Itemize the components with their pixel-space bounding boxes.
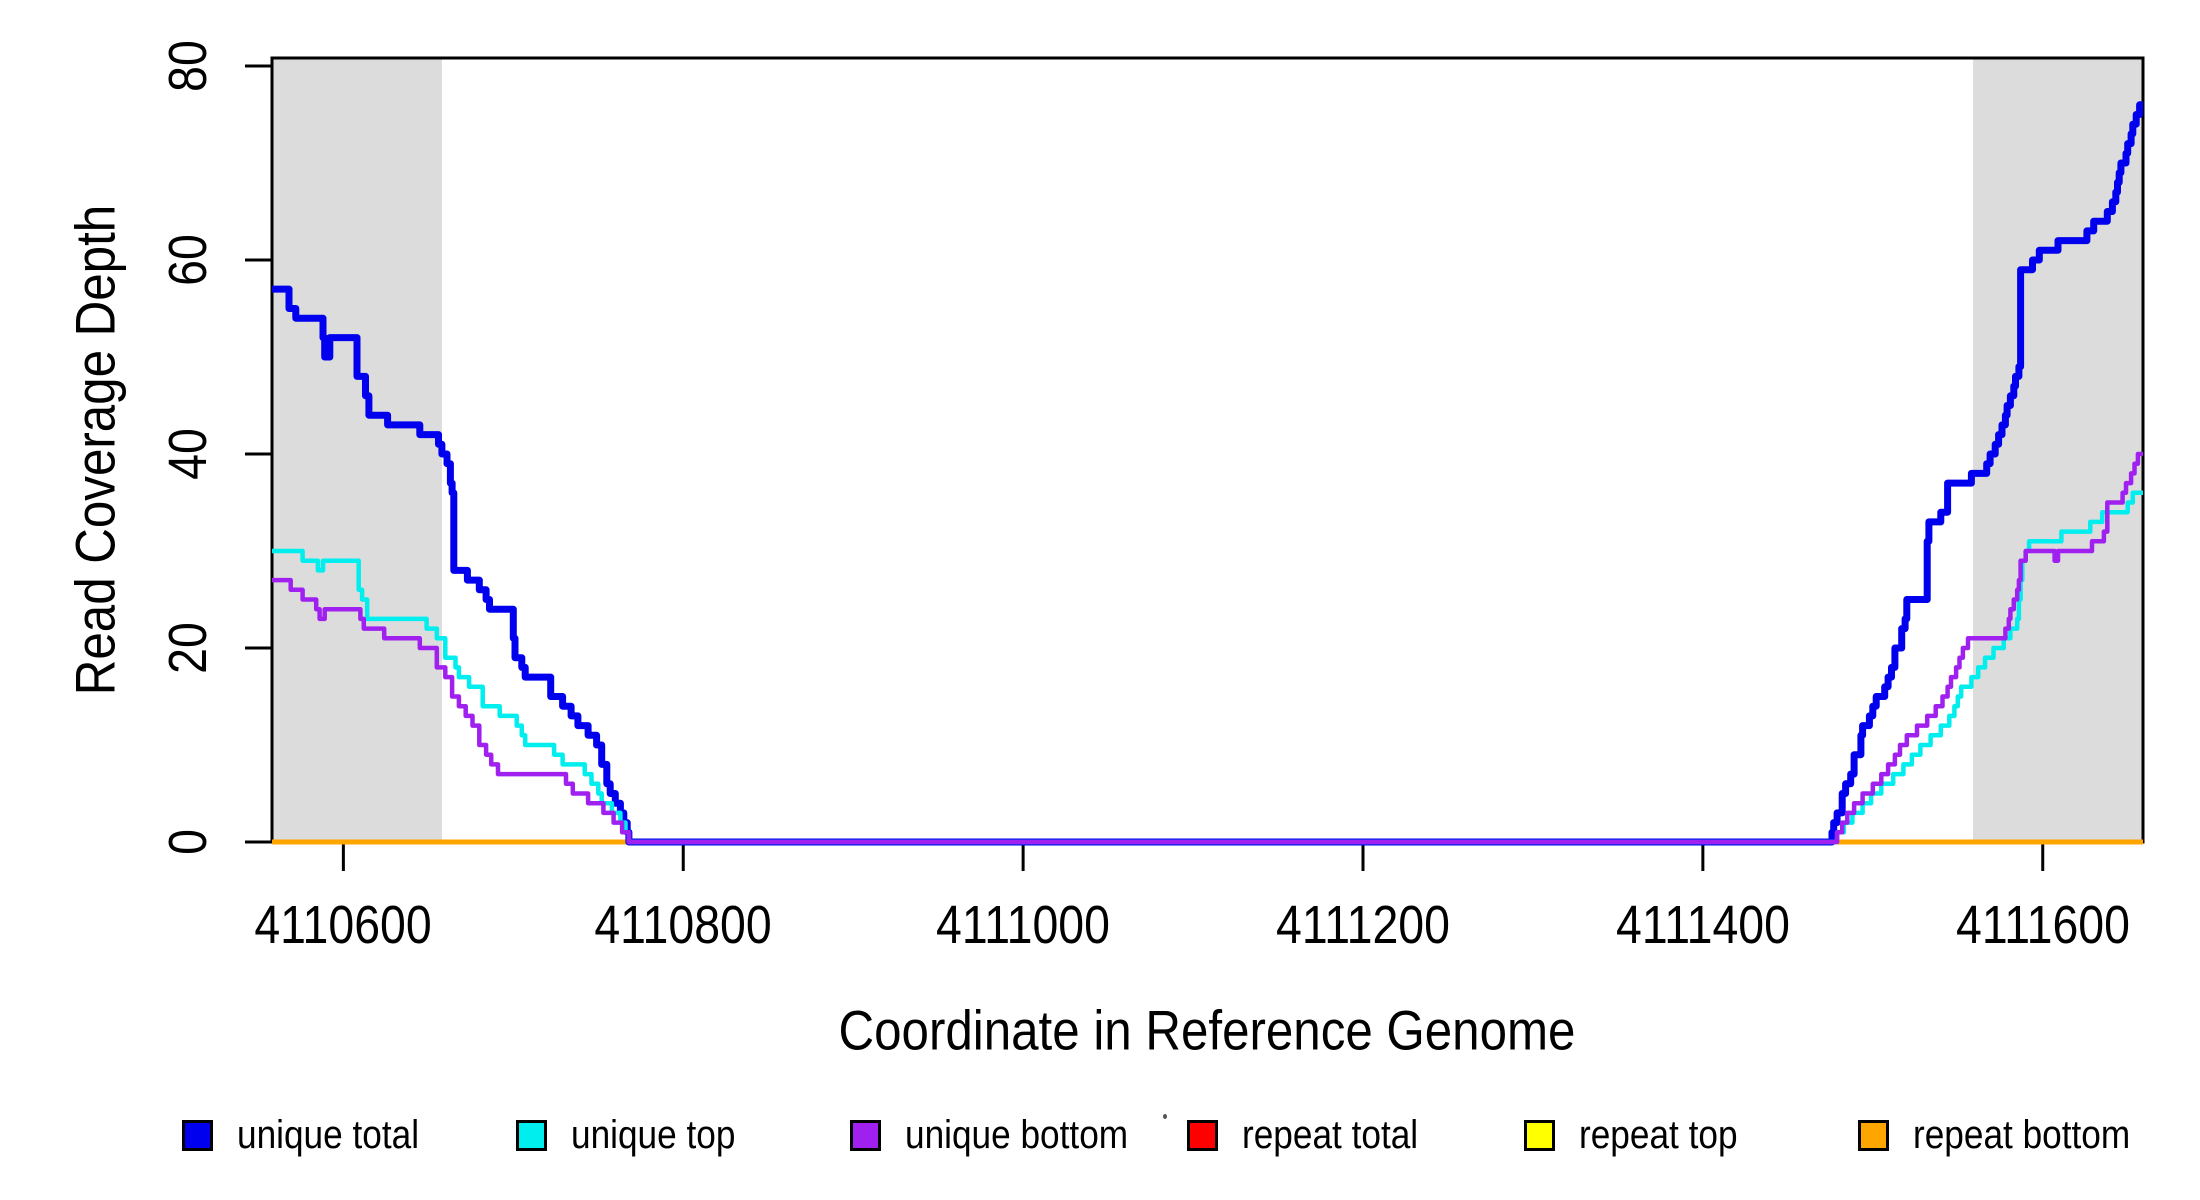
legend-swatch <box>516 1119 547 1151</box>
legend-swatch <box>182 1119 213 1151</box>
x-tick-label: 4111400 <box>1615 895 1790 955</box>
shaded-region <box>272 58 442 842</box>
legend-label: unique total <box>237 1112 420 1157</box>
y-tick-label: 20 <box>158 622 218 674</box>
artifact-dot <box>1163 1114 1167 1119</box>
x-tick-label: 4110800 <box>594 895 772 955</box>
legend-label: repeat top <box>1579 1112 1738 1157</box>
legend-item-repeat-bottom: repeat bottom <box>1858 1110 2160 1160</box>
x-tick-label: 4111000 <box>936 895 1111 955</box>
legend-label: repeat bottom <box>1913 1112 2131 1157</box>
legend-label: unique bottom <box>905 1112 1129 1157</box>
y-tick-label: 0 <box>158 829 218 855</box>
legend-label: unique top <box>571 1112 736 1157</box>
series-unique-bottom <box>272 451 2143 845</box>
y-tick-label: 80 <box>158 40 218 92</box>
y-tick-label: 60 <box>158 234 218 286</box>
series-unique-total <box>272 101 2143 846</box>
series-unique-top <box>272 490 2143 845</box>
legend-item-repeat-top: repeat top <box>1524 1110 1759 1160</box>
y-tick-label: 40 <box>158 428 218 480</box>
x-tick-label: 4110600 <box>254 895 433 955</box>
y-axis-title: Read Coverage Depth <box>63 204 127 696</box>
legend-item-unique-top: unique top <box>516 1110 758 1160</box>
legend-item-repeat-total: repeat total <box>1187 1110 1442 1160</box>
legend-item-unique-bottom: unique bottom <box>850 1110 1159 1160</box>
legend-swatch <box>1187 1119 1218 1151</box>
x-tick-label: 4111600 <box>1955 895 2130 955</box>
legend-swatch <box>1524 1119 1555 1151</box>
x-axis-title: Coordinate in Reference Genome <box>838 998 1576 1062</box>
legend-swatch <box>1858 1119 1889 1151</box>
legend-item-unique-total: unique total <box>182 1110 444 1160</box>
legend-swatch <box>850 1119 881 1151</box>
legend-label: repeat total <box>1242 1112 1419 1157</box>
x-tick-label: 4111200 <box>1276 895 1450 955</box>
